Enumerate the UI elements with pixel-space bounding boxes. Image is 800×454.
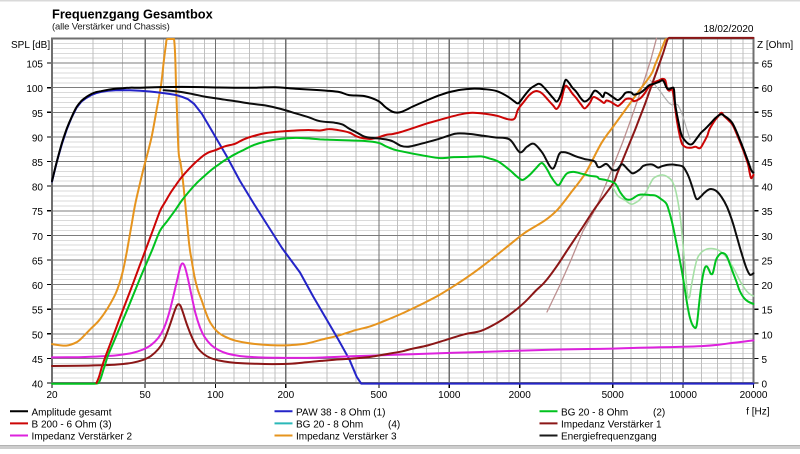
svg-text:65: 65	[32, 257, 44, 268]
svg-text:55: 55	[762, 109, 774, 120]
svg-text:B 200 - 6 Ohm (3): B 200 - 6 Ohm (3)	[32, 419, 112, 430]
svg-text:10000: 10000	[669, 390, 697, 401]
svg-text:95: 95	[32, 109, 44, 120]
svg-text:Z [Ohm]: Z [Ohm]	[757, 40, 793, 51]
svg-text:65: 65	[762, 60, 774, 71]
svg-text:2000: 2000	[509, 390, 532, 401]
svg-text:Frequenzgang Gesamtbox: Frequenzgang Gesamtbox	[52, 7, 214, 22]
svg-text:1000: 1000	[438, 390, 461, 401]
svg-text:500: 500	[371, 390, 388, 401]
svg-text:200: 200	[277, 390, 294, 401]
svg-text:35: 35	[762, 207, 774, 218]
svg-text:Impedanz Verstärker 3: Impedanz Verstärker 3	[296, 432, 397, 443]
svg-text:Amplitude gesamt: Amplitude gesamt	[32, 407, 112, 418]
svg-text:45: 45	[762, 158, 774, 169]
svg-text:105: 105	[26, 60, 43, 71]
svg-text:20: 20	[762, 281, 774, 292]
svg-text:(alle Verstärker und Chassis): (alle Verstärker und Chassis)	[52, 22, 170, 33]
svg-text:40: 40	[762, 183, 774, 194]
svg-text:50: 50	[32, 330, 44, 341]
svg-text:BG 20 - 8 Ohm: BG 20 - 8 Ohm	[561, 407, 628, 418]
svg-text:SPL [dB]: SPL [dB]	[11, 40, 50, 51]
svg-text:80: 80	[32, 183, 44, 194]
svg-text:55: 55	[32, 306, 44, 317]
svg-text:45: 45	[32, 355, 44, 366]
svg-text:40: 40	[32, 380, 44, 391]
svg-text:50: 50	[762, 133, 774, 144]
svg-text:0: 0	[762, 380, 768, 391]
svg-text:20: 20	[46, 390, 58, 401]
svg-text:Impedanz Verstärker 1: Impedanz Verstärker 1	[561, 419, 662, 430]
svg-text:100: 100	[26, 84, 43, 95]
svg-text:18/02/2020: 18/02/2020	[703, 24, 753, 35]
svg-text:20000: 20000	[740, 390, 768, 401]
svg-text:75: 75	[32, 207, 44, 218]
svg-text:10: 10	[762, 330, 774, 341]
svg-text:Impedanz Verstärker 2: Impedanz Verstärker 2	[32, 432, 133, 443]
svg-text:100: 100	[207, 390, 224, 401]
svg-text:(2): (2)	[653, 407, 665, 418]
svg-text:50: 50	[140, 390, 152, 401]
svg-text:30: 30	[762, 232, 774, 243]
svg-text:60: 60	[762, 84, 774, 95]
svg-text:85: 85	[32, 158, 44, 169]
svg-text:BG 20 - 8 Ohm: BG 20 - 8 Ohm	[296, 419, 363, 430]
svg-text:PAW 38 - 8 Ohm (1): PAW 38 - 8 Ohm (1)	[296, 407, 385, 418]
svg-text:5: 5	[762, 355, 768, 366]
svg-text:f [Hz]: f [Hz]	[746, 407, 770, 418]
svg-text:25: 25	[762, 257, 774, 268]
svg-text:Energiefrequenzgang: Energiefrequenzgang	[561, 432, 657, 443]
svg-text:60: 60	[32, 281, 44, 292]
svg-text:15: 15	[762, 306, 774, 317]
svg-text:70: 70	[32, 232, 44, 243]
svg-text:5000: 5000	[602, 390, 625, 401]
svg-text:(4): (4)	[388, 419, 400, 430]
svg-text:90: 90	[32, 133, 44, 144]
